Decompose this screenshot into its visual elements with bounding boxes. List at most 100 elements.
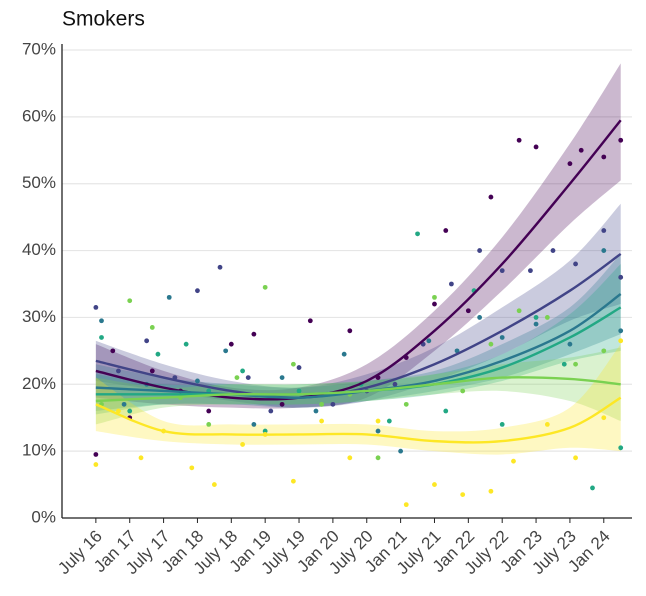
y-tick-label: 70% <box>22 39 56 58</box>
data-point <box>206 422 212 427</box>
data-point <box>375 428 381 434</box>
data-point <box>432 482 437 487</box>
data-point <box>618 274 624 280</box>
data-point <box>93 305 99 310</box>
data-point <box>488 341 494 347</box>
data-point <box>268 408 274 414</box>
data-point <box>516 308 522 314</box>
confidence-band <box>95 344 621 455</box>
data-point <box>155 351 161 357</box>
data-point <box>347 328 353 334</box>
data-point <box>166 294 172 300</box>
data-point <box>601 415 607 421</box>
data-point <box>149 368 155 374</box>
data-point <box>415 231 420 237</box>
data-point <box>511 458 516 464</box>
data-point <box>240 368 245 374</box>
data-point <box>375 418 381 424</box>
data-point <box>618 445 624 451</box>
data-point <box>460 492 466 497</box>
data-point <box>488 488 494 494</box>
data-point <box>217 264 223 270</box>
data-point <box>533 315 539 320</box>
data-point <box>544 315 550 320</box>
data-point <box>477 315 483 320</box>
data-point <box>573 261 578 267</box>
data-point <box>499 335 505 340</box>
data-point <box>618 338 624 344</box>
data-point <box>195 288 200 294</box>
data-point <box>307 318 313 324</box>
data-point <box>149 325 155 330</box>
data-point <box>567 161 573 167</box>
data-point <box>189 465 195 471</box>
data-point <box>550 248 556 253</box>
data-point <box>544 422 550 427</box>
data-point <box>262 284 268 290</box>
data-point <box>99 318 104 324</box>
y-tick-label: 40% <box>22 240 56 259</box>
data-point <box>573 455 578 461</box>
data-point <box>319 418 325 424</box>
data-point <box>211 482 217 487</box>
data-point <box>116 368 121 374</box>
data-point <box>601 348 607 354</box>
data-point <box>127 298 133 304</box>
data-point <box>516 137 522 143</box>
data-point <box>499 268 505 274</box>
data-point <box>127 408 133 414</box>
trend-line <box>95 252 622 399</box>
y-tick-label: 0% <box>31 507 56 526</box>
data-point <box>240 442 245 447</box>
y-tick-label: 50% <box>22 173 56 192</box>
trend-line <box>95 396 622 444</box>
data-point <box>223 348 229 354</box>
data-point <box>533 144 539 150</box>
data-point <box>296 365 302 370</box>
data-point <box>432 294 437 300</box>
confidence-band <box>95 203 621 408</box>
data-point <box>93 462 99 467</box>
data-point <box>533 321 539 327</box>
data-point <box>403 502 409 508</box>
data-point <box>375 455 381 461</box>
data-point <box>93 452 99 457</box>
data-point <box>206 408 212 414</box>
data-point <box>138 455 144 461</box>
data-point <box>601 248 607 253</box>
data-point <box>251 331 257 337</box>
data-point <box>601 228 607 233</box>
confidence-band <box>95 263 621 415</box>
data-point <box>99 335 104 340</box>
data-point <box>403 401 409 407</box>
data-point <box>296 388 302 394</box>
data-point <box>313 408 319 414</box>
y-tick-label: 30% <box>22 307 56 326</box>
data-point <box>251 422 257 427</box>
data-point <box>341 351 347 357</box>
data-point <box>144 338 150 344</box>
data-point <box>110 348 116 354</box>
data-point <box>279 375 285 380</box>
data-point <box>386 418 392 424</box>
data-point <box>573 361 578 367</box>
data-point <box>477 248 483 253</box>
data-point <box>290 361 296 367</box>
data-point <box>488 194 494 200</box>
data-point <box>116 408 121 414</box>
data-point <box>590 485 595 491</box>
data-point <box>578 147 584 153</box>
data-point <box>392 381 398 387</box>
data-point <box>262 428 268 434</box>
data-point <box>245 375 251 380</box>
data-point <box>183 341 189 347</box>
data-point <box>454 348 460 354</box>
data-point <box>398 448 404 454</box>
y-tick-label: 20% <box>22 374 56 393</box>
y-tick-label: 10% <box>22 441 56 460</box>
data-point <box>561 361 567 367</box>
data-point <box>618 137 624 143</box>
trend-line <box>95 376 621 403</box>
data-point <box>121 401 127 407</box>
